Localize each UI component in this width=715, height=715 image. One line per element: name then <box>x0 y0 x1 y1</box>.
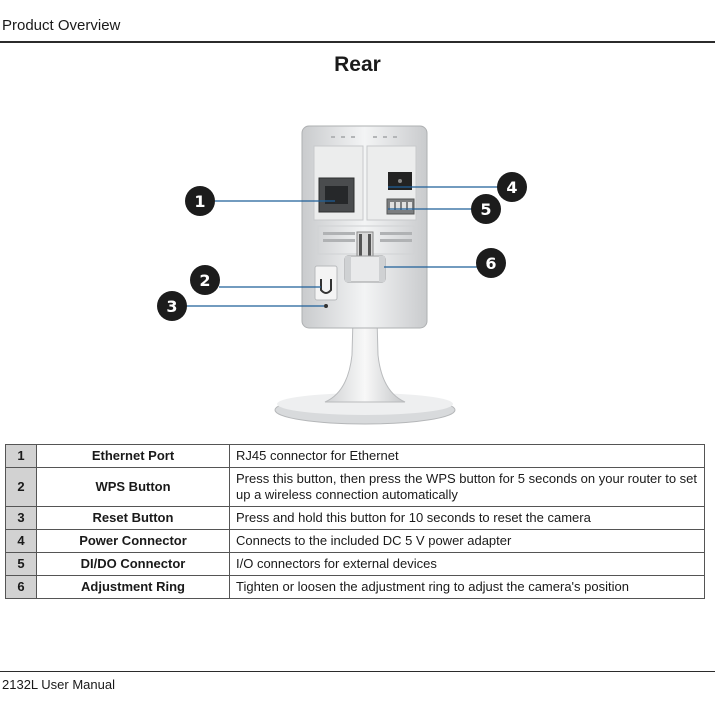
part-name: Adjustment Ring <box>36 575 230 599</box>
table-row: 5 DI/DO Connector I/O connectors for ext… <box>5 552 705 576</box>
part-description: Press and hold this button for 10 second… <box>229 506 705 530</box>
reset-button <box>324 304 328 308</box>
part-number: 1 <box>5 444 37 468</box>
part-name: Power Connector <box>36 529 230 553</box>
part-number: 6 <box>5 575 37 599</box>
part-number: 3 <box>5 506 37 530</box>
part-name: Ethernet Port <box>36 444 230 468</box>
svg-text:2: 2 <box>199 271 210 290</box>
camera-stand <box>324 281 406 403</box>
leader-lines <box>186 186 499 307</box>
part-description: I/O connectors for external devices <box>229 552 705 576</box>
callout-5: 5 <box>471 194 501 224</box>
part-number: 4 <box>5 529 37 553</box>
part-description: RJ45 connector for Ethernet <box>229 444 705 468</box>
table-row: 1 Ethernet Port RJ45 connector for Ether… <box>5 444 705 468</box>
svg-text:5: 5 <box>480 200 491 219</box>
part-description: Tighten or loosen the adjustment ring to… <box>229 575 705 599</box>
callout-1: 1 <box>185 186 215 216</box>
callout-6: 6 <box>476 248 506 278</box>
footer-manual-name: 2132L User Manual <box>2 677 115 692</box>
part-description: Press this button, then press the WPS bu… <box>229 467 705 507</box>
parts-table: 1 Ethernet Port RJ45 connector for Ether… <box>5 444 705 599</box>
svg-text:1: 1 <box>194 192 205 211</box>
callout-3: 3 <box>157 291 187 321</box>
table-row: 2 WPS Button Press this button, then pre… <box>5 467 705 507</box>
table-row: 4 Power Connector Connects to the includ… <box>5 529 705 553</box>
part-number: 5 <box>5 552 37 576</box>
part-name: WPS Button <box>36 467 230 507</box>
footer-rule <box>0 671 715 672</box>
header-rule <box>0 41 715 43</box>
part-number: 2 <box>5 467 37 507</box>
callout-2: 2 <box>190 265 220 295</box>
section-header: Product Overview <box>2 17 121 34</box>
part-name: DI/DO Connector <box>36 552 230 576</box>
table-row: 6 Adjustment Ring Tighten or loosen the … <box>5 575 705 599</box>
wps-button <box>320 279 332 294</box>
svg-text:4: 4 <box>506 178 517 197</box>
callout-4: 4 <box>497 172 527 202</box>
part-name: Reset Button <box>36 506 230 530</box>
part-description: Connects to the included DC 5 V power ad… <box>229 529 705 553</box>
svg-text:6: 6 <box>485 254 496 273</box>
page-title: Rear <box>334 53 381 76</box>
svg-text:3: 3 <box>166 297 177 316</box>
camera-rear-illustration: 1 2 3 4 5 6 <box>157 125 527 425</box>
table-row: 3 Reset Button Press and hold this butto… <box>5 506 705 530</box>
